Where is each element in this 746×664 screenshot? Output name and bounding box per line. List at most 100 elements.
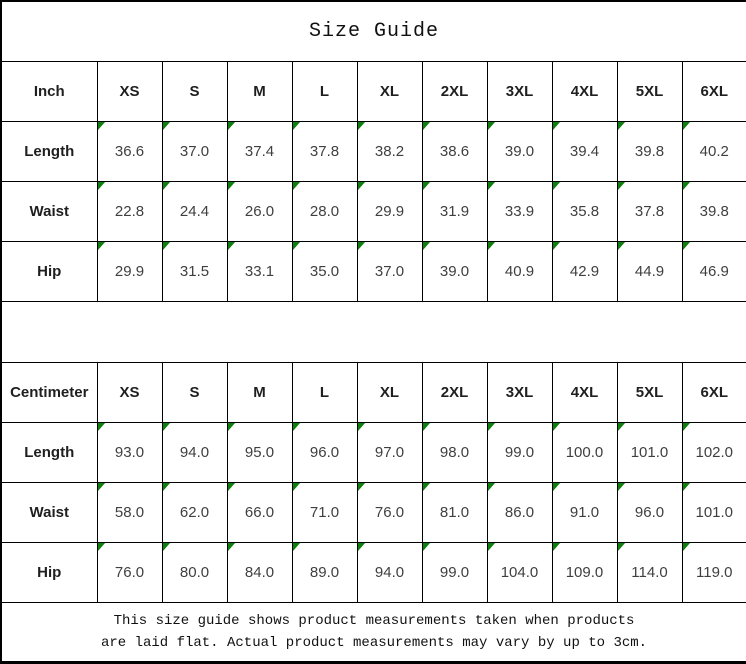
value-text: 81.0 bbox=[439, 503, 470, 521]
value-cell: 62.0 bbox=[161, 481, 228, 543]
value-cell: 80.0 bbox=[161, 541, 228, 603]
size-header-2xl: 2XL bbox=[421, 60, 488, 122]
value-cell: 97.0 bbox=[356, 421, 423, 483]
value-cell: 37.8 bbox=[616, 180, 683, 242]
value-cell: 28.0 bbox=[291, 180, 358, 242]
value-cell: 36.6 bbox=[96, 120, 163, 182]
corner-marker-icon bbox=[163, 242, 171, 251]
size-header-row: Inch XS S M L XL 2XL 3XL 4XL 5XL 6XL bbox=[0, 60, 746, 122]
value-text: 109.0 bbox=[565, 563, 604, 581]
value-cell: 102.0 bbox=[681, 421, 746, 483]
measurement-row-waist: Waist 58.0 62.0 66.0 71.0 76.0 81.0 86.0 91.0 96.… bbox=[0, 481, 746, 543]
corner-marker-icon bbox=[488, 122, 496, 131]
corner-marker-icon bbox=[423, 182, 431, 191]
spacer-cell bbox=[0, 300, 746, 363]
corner-marker-icon bbox=[683, 483, 691, 492]
value-cell: 99.0 bbox=[421, 541, 488, 603]
corner-marker-icon bbox=[618, 122, 626, 131]
value-text: 31.5 bbox=[179, 262, 210, 280]
value-cell: 40.2 bbox=[681, 120, 746, 182]
value-text: 66.0 bbox=[244, 503, 275, 521]
corner-marker-icon bbox=[293, 483, 301, 492]
value-text: 39.0 bbox=[439, 262, 470, 280]
row-label-hip: Hip bbox=[0, 240, 98, 302]
value-cell: 101.0 bbox=[681, 481, 746, 543]
value-text: 99.0 bbox=[439, 563, 470, 581]
corner-marker-icon bbox=[98, 423, 106, 432]
value-cell: 22.8 bbox=[96, 180, 163, 242]
value-text: 98.0 bbox=[439, 443, 470, 461]
value-cell: 37.4 bbox=[226, 120, 293, 182]
value-text: 97.0 bbox=[374, 443, 405, 461]
footer-note-line-1: This size guide shows product measuremen… bbox=[113, 612, 635, 629]
value-text: 29.9 bbox=[374, 202, 405, 220]
value-text: 89.0 bbox=[309, 563, 340, 581]
corner-marker-icon bbox=[98, 242, 106, 251]
corner-marker-icon bbox=[358, 423, 366, 432]
corner-marker-icon bbox=[98, 182, 106, 191]
corner-marker-icon bbox=[163, 122, 171, 131]
value-text: 39.8 bbox=[699, 202, 729, 220]
corner-marker-icon bbox=[293, 242, 301, 251]
value-text: 38.2 bbox=[374, 142, 405, 160]
value-cell: 39.4 bbox=[551, 120, 618, 182]
value-cell: 76.0 bbox=[96, 541, 163, 603]
value-cell: 39.0 bbox=[421, 240, 488, 302]
value-cell: 35.8 bbox=[551, 180, 618, 242]
corner-marker-icon bbox=[618, 543, 626, 552]
value-cell: 96.0 bbox=[616, 481, 683, 543]
corner-marker-icon bbox=[683, 543, 691, 552]
value-cell: 89.0 bbox=[291, 541, 358, 603]
size-header-5xl: 5XL bbox=[616, 361, 683, 423]
size-header-3xl: 3XL bbox=[486, 60, 553, 122]
value-text: 39.8 bbox=[634, 142, 665, 160]
corner-marker-icon bbox=[683, 423, 691, 432]
value-cell: 58.0 bbox=[96, 481, 163, 543]
value-cell: 42.9 bbox=[551, 240, 618, 302]
value-cell: 31.9 bbox=[421, 180, 488, 242]
corner-marker-icon bbox=[358, 483, 366, 492]
corner-marker-icon bbox=[423, 423, 431, 432]
corner-marker-icon bbox=[618, 242, 626, 251]
value-cell: 37.8 bbox=[291, 120, 358, 182]
value-text: 37.8 bbox=[634, 202, 665, 220]
corner-marker-icon bbox=[423, 122, 431, 131]
value-cell: 94.0 bbox=[161, 421, 228, 483]
value-cell: 29.9 bbox=[356, 180, 423, 242]
size-header-5xl: 5XL bbox=[616, 60, 683, 122]
corner-marker-icon bbox=[228, 543, 236, 552]
value-cell: 40.9 bbox=[486, 240, 553, 302]
corner-marker-icon bbox=[488, 543, 496, 552]
cm-table-body: Centimeter XS S M L XL 2XL 3XL 4XL 5XL 6XL Length 93… bbox=[0, 361, 746, 603]
value-cell: 39.8 bbox=[681, 180, 746, 242]
value-text: 39.4 bbox=[569, 142, 600, 160]
value-cell: 91.0 bbox=[551, 481, 618, 543]
value-cell: 81.0 bbox=[421, 481, 488, 543]
corner-marker-icon bbox=[293, 182, 301, 191]
value-text: 26.0 bbox=[244, 202, 275, 220]
size-header-6xl: 6XL bbox=[681, 361, 746, 423]
value-cell: 109.0 bbox=[551, 541, 618, 603]
spacer-row bbox=[0, 300, 746, 363]
corner-marker-icon bbox=[423, 483, 431, 492]
corner-marker-icon bbox=[553, 242, 561, 251]
value-cell: 46.9 bbox=[681, 240, 746, 302]
value-text: 71.0 bbox=[309, 503, 340, 521]
size-header-m: M bbox=[226, 60, 293, 122]
value-text: 94.0 bbox=[374, 563, 405, 581]
size-header-xs: XS bbox=[96, 60, 163, 122]
value-cell: 86.0 bbox=[486, 481, 553, 543]
value-text: 37.0 bbox=[374, 262, 405, 280]
corner-marker-icon bbox=[163, 483, 171, 492]
size-header-xl: XL bbox=[356, 60, 423, 122]
value-cell: 24.4 bbox=[161, 180, 228, 242]
value-cell: 71.0 bbox=[291, 481, 358, 543]
corner-marker-icon bbox=[423, 543, 431, 552]
corner-marker-icon bbox=[358, 543, 366, 552]
row-label-waist: Waist bbox=[0, 481, 98, 543]
corner-marker-icon bbox=[488, 423, 496, 432]
value-cell: 98.0 bbox=[421, 421, 488, 483]
value-text: 76.0 bbox=[374, 503, 405, 521]
measurement-row-hip: Hip 29.9 31.5 33.1 35.0 37.0 39.0 40.9 42.9 44.9 4… bbox=[0, 240, 746, 302]
size-header-l: L bbox=[291, 361, 358, 423]
